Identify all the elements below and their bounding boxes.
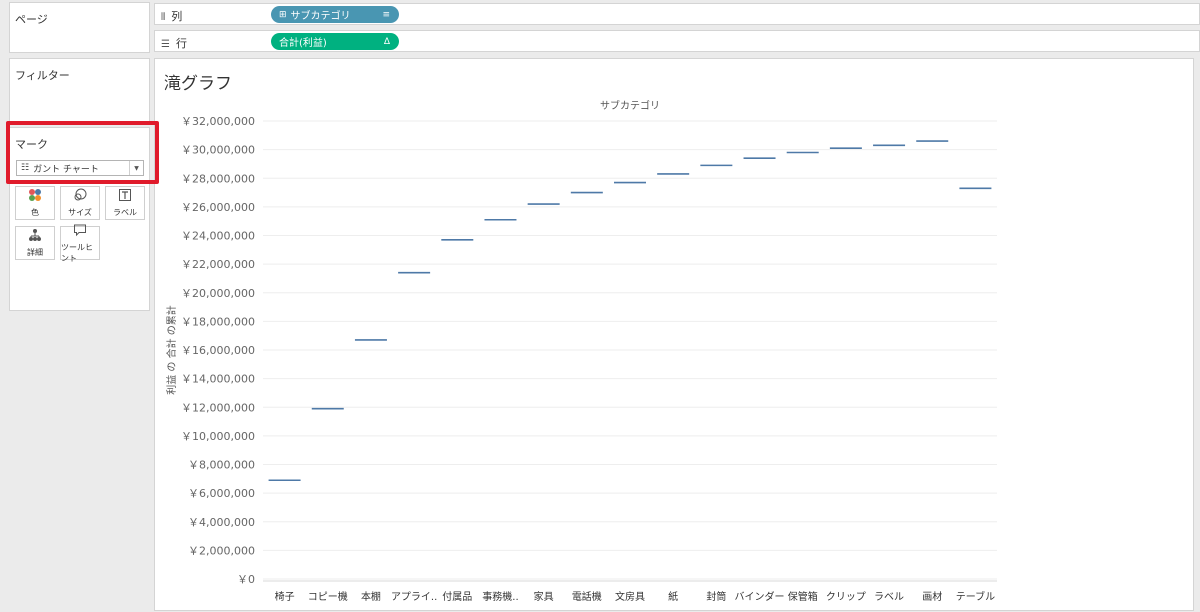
rows-pill-profit[interactable]: 合計(利益) Δ — [271, 33, 399, 50]
y-tick-label: ￥0 — [237, 573, 255, 586]
x-tick-label: 保管箱 — [788, 590, 818, 603]
detail-button[interactable]: 詳細 — [15, 226, 55, 260]
mark-type-value: ガント チャート — [33, 164, 99, 175]
y-tick-label: ￥6,000,000 — [188, 487, 255, 500]
y-tick-label: ￥18,000,000 — [181, 315, 255, 328]
table-calc-icon: Δ — [383, 36, 390, 47]
label-button[interactable]: ラベル — [105, 186, 145, 220]
columns-shelf-label: ⫴ 列 — [161, 8, 182, 24]
columns-pill-subcategory[interactable]: ⊞ サブカテゴリ ≡ — [271, 6, 399, 23]
marks-card-title: マーク — [15, 138, 48, 151]
y-tick-label: ￥4,000,000 — [188, 516, 255, 529]
color-button[interactable]: 色 — [15, 186, 55, 220]
y-tick-label: ￥26,000,000 — [181, 201, 255, 214]
columns-shelf[interactable]: ⫴ 列 ⊞ サブカテゴリ ≡ — [154, 3, 1200, 25]
y-tick-label: ￥20,000,000 — [181, 287, 255, 300]
column-header: サブカテゴリ — [600, 99, 660, 112]
y-tick-label: ￥2,000,000 — [188, 544, 255, 557]
x-tick-label: アプライ.. — [391, 591, 437, 603]
x-tick-label: 画材 — [922, 590, 942, 603]
x-tick-label: 椅子 — [275, 590, 295, 603]
size-button-label: サイズ — [68, 208, 92, 217]
waterfall-chart: サブカテゴリ ￥0 ￥2,000,000 ￥4,000,000 ￥6,000,000 ￥8… — [165, 99, 997, 603]
label-button-label: ラベル — [113, 208, 137, 217]
rows-pill-label: 合計(利益) — [279, 38, 327, 49]
x-tick-label: 事務機.. — [482, 590, 518, 603]
left-pane: ページ フィルター マーク ☷ ガント チャート ▼ 色 サイズ — [0, 0, 152, 612]
y-tick-label: ￥14,000,000 — [181, 373, 255, 386]
columns-shelf-text: 列 — [171, 10, 183, 23]
y-tick-label: ￥28,000,000 — [181, 172, 255, 185]
x-tick-label: ラベル — [874, 591, 904, 603]
dimension-icon: ⊞ — [279, 9, 287, 20]
y-tick-label: ￥24,000,000 — [181, 230, 255, 243]
mark-type-dropdown[interactable]: ☷ ガント チャート ▼ — [16, 160, 144, 176]
x-tick-label: テーブル — [956, 590, 995, 603]
x-tick-label: 電話機 — [572, 590, 602, 603]
x-tick-label: 本棚 — [361, 590, 381, 603]
pages-card[interactable]: ページ — [9, 2, 150, 53]
y-tick-label: ￥12,000,000 — [181, 401, 255, 414]
view-title: 滝グラフ — [164, 74, 232, 94]
color-icon — [28, 188, 42, 204]
detail-icon — [28, 228, 42, 244]
tooltip-button-label: ツールヒント — [61, 242, 93, 263]
y-tick-label: ￥32,000,000 — [181, 115, 255, 128]
y-tick-label: ￥8,000,000 — [188, 459, 255, 472]
tooltip-button[interactable]: ツールヒント — [60, 223, 100, 263]
marks-card: マーク ☷ ガント チャート ▼ 色 サイズ — [9, 127, 150, 311]
rows-shelf-text: 行 — [175, 37, 187, 50]
pages-card-title: ページ — [15, 13, 48, 26]
x-tick-label: 紙 — [668, 590, 678, 603]
x-tick-label: 封筒 — [706, 590, 726, 603]
filters-card[interactable]: フィルター — [9, 58, 150, 122]
y-tick-label: ￥10,000,000 — [181, 430, 255, 443]
y-axis-title: 利益 の 合計 の累計 — [165, 305, 178, 395]
x-tick-label: 文房具 — [615, 590, 645, 603]
rows-icon: ☰ — [161, 39, 170, 50]
color-button-label: 色 — [31, 208, 39, 217]
x-tick-label: 付属品 — [442, 590, 472, 603]
x-tick-label: コピー機 — [308, 590, 348, 603]
columns-pill-label: サブカテゴリ — [290, 11, 351, 22]
x-tick-label: バインダー — [735, 590, 785, 603]
filters-card-title: フィルター — [15, 69, 70, 82]
x-tick-label: 家具 — [534, 590, 554, 603]
gantt-icon: ☷ — [21, 163, 30, 173]
size-button[interactable]: サイズ — [60, 186, 100, 220]
rows-shelf[interactable]: ☰ 行 合計(利益) Δ — [154, 30, 1200, 52]
x-tick-label: クリップ — [826, 591, 866, 603]
tooltip-icon — [73, 223, 87, 239]
y-tick-label: ￥30,000,000 — [181, 144, 255, 157]
viz-view: 滝グラフ サブカテゴリ ￥0 ￥2,000,000 ￥4,000,000 ￥6,000,… — [154, 58, 1194, 611]
label-icon — [118, 188, 132, 204]
y-tick-label: ￥16,000,000 — [181, 344, 255, 357]
detail-button-label: 詳細 — [27, 248, 43, 257]
y-tick-label: ￥22,000,000 — [181, 258, 255, 271]
chevron-down-icon[interactable]: ▼ — [129, 161, 143, 175]
columns-icon: ⫴ — [161, 12, 166, 23]
sort-icon: ≡ — [382, 9, 390, 20]
rows-shelf-label: ☰ 行 — [161, 35, 187, 51]
size-icon — [73, 188, 87, 204]
